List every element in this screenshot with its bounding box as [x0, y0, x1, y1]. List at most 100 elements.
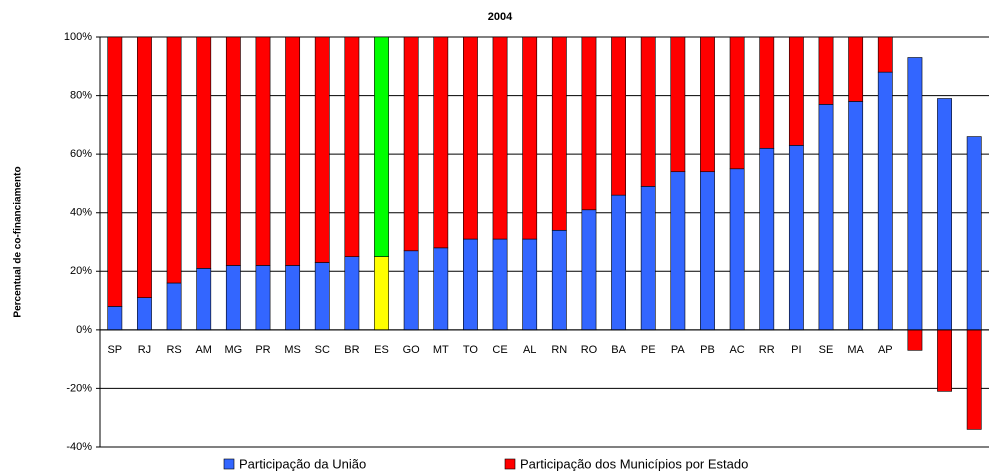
bar-segment [611, 194, 626, 331]
bar-segment [522, 238, 538, 331]
bar-segment [848, 36, 864, 102]
x-tick-label: PE [641, 344, 656, 356]
y-tick-label: -20% [66, 382, 92, 394]
bar-segment [581, 209, 597, 331]
bar-segment [611, 36, 626, 196]
bar-segment [285, 265, 301, 331]
bar-segment [403, 250, 419, 331]
x-tick-label: SC [315, 344, 330, 356]
x-tick-label: BR [344, 344, 359, 356]
y-tick-label: 80% [70, 89, 92, 101]
bar-segment [759, 36, 775, 149]
bar-segment [759, 147, 775, 331]
bar-segment [877, 71, 893, 331]
bar-segment [374, 256, 389, 331]
bar-segment [374, 36, 389, 257]
bar-segment [818, 36, 834, 105]
bar-segment [581, 36, 597, 211]
x-tick-label: MA [847, 344, 864, 356]
chart-title: 2004 [488, 11, 513, 23]
bar-segment [788, 36, 804, 146]
bar-segment [107, 36, 123, 307]
x-tick-label: MT [433, 344, 449, 356]
x-tick-label: AP [878, 344, 893, 356]
bar-segment [137, 297, 152, 331]
x-tick-label: RO [581, 344, 598, 356]
x-tick-label: MG [224, 344, 242, 356]
bar-segment [166, 36, 182, 284]
bar-segment [403, 36, 419, 252]
x-tick-label: RJ [138, 344, 151, 356]
bar-segment [700, 171, 715, 331]
x-tick-label: AM [195, 344, 212, 356]
bar-segment [285, 36, 301, 266]
bar-segment [107, 306, 123, 331]
x-tick-label: PB [700, 344, 715, 356]
bar-segment [196, 36, 212, 269]
x-tick-label: GO [403, 344, 421, 356]
x-tick-label: SP [107, 344, 122, 356]
y-tick-label: -40% [66, 441, 92, 453]
bar-segment [137, 36, 152, 298]
bar-segment [907, 329, 923, 351]
x-tick-label: PA [671, 344, 686, 356]
bar-segment [492, 238, 508, 331]
bar-segment [463, 238, 478, 331]
bar-segment [433, 247, 449, 331]
bar-segment [818, 104, 834, 331]
bar-segment [314, 36, 330, 263]
bar-segment [166, 282, 182, 331]
x-tick-label: BA [611, 344, 626, 356]
x-tick-label: RN [551, 344, 567, 356]
bar-segment [966, 329, 982, 430]
bar-segment [907, 57, 923, 331]
legend-label: Participação dos Municípios por Estado [520, 456, 748, 471]
bar-segment [937, 329, 952, 392]
bar-segment [937, 98, 952, 331]
bar-segment [492, 36, 508, 240]
bar-segment [463, 36, 478, 240]
bar-segment [344, 256, 360, 331]
bar-segment [700, 36, 715, 173]
bar-segment [255, 36, 271, 266]
y-tick-label: 0% [76, 324, 92, 336]
x-tick-label: RR [759, 344, 775, 356]
x-tick-label: MS [284, 344, 301, 356]
x-tick-label: AL [523, 344, 536, 356]
x-tick-label: AC [729, 344, 744, 356]
bar-segment [433, 36, 449, 249]
y-tick-label: 40% [70, 207, 92, 219]
y-tick-label: 60% [70, 148, 92, 160]
x-tick-label: RS [166, 344, 181, 356]
legend-swatch [223, 458, 235, 470]
bar-segment [729, 36, 745, 170]
x-tick-label: CE [492, 344, 507, 356]
bar-segment [551, 36, 567, 231]
bar-segment [196, 268, 212, 331]
bar-segment [729, 168, 745, 331]
bar-segment [314, 262, 330, 331]
bar-segment [640, 36, 656, 187]
bar-segment [877, 36, 893, 73]
x-tick-label: ES [374, 344, 389, 356]
bar-segment [344, 36, 360, 257]
bar-segment [670, 171, 686, 331]
y-tick-label: 20% [70, 265, 92, 277]
y-tick-label: 100% [64, 31, 92, 43]
legend-swatch [504, 458, 516, 470]
bar-segment [966, 136, 982, 331]
x-tick-label: PI [791, 344, 801, 356]
legend-label: Participação da União [239, 456, 366, 471]
x-tick-label: SE [819, 344, 834, 356]
x-tick-label: PR [255, 344, 270, 356]
bar-segment [255, 265, 271, 331]
y-axis-label: Percentual de co-financiamento [13, 166, 24, 317]
bar-segment [551, 229, 567, 331]
bar-segment [788, 145, 804, 331]
x-tick-label: TO [463, 344, 479, 356]
bar-segment [225, 265, 241, 331]
bar-segment [848, 101, 864, 331]
bar-segment [670, 36, 686, 173]
bar-segment [225, 36, 241, 266]
